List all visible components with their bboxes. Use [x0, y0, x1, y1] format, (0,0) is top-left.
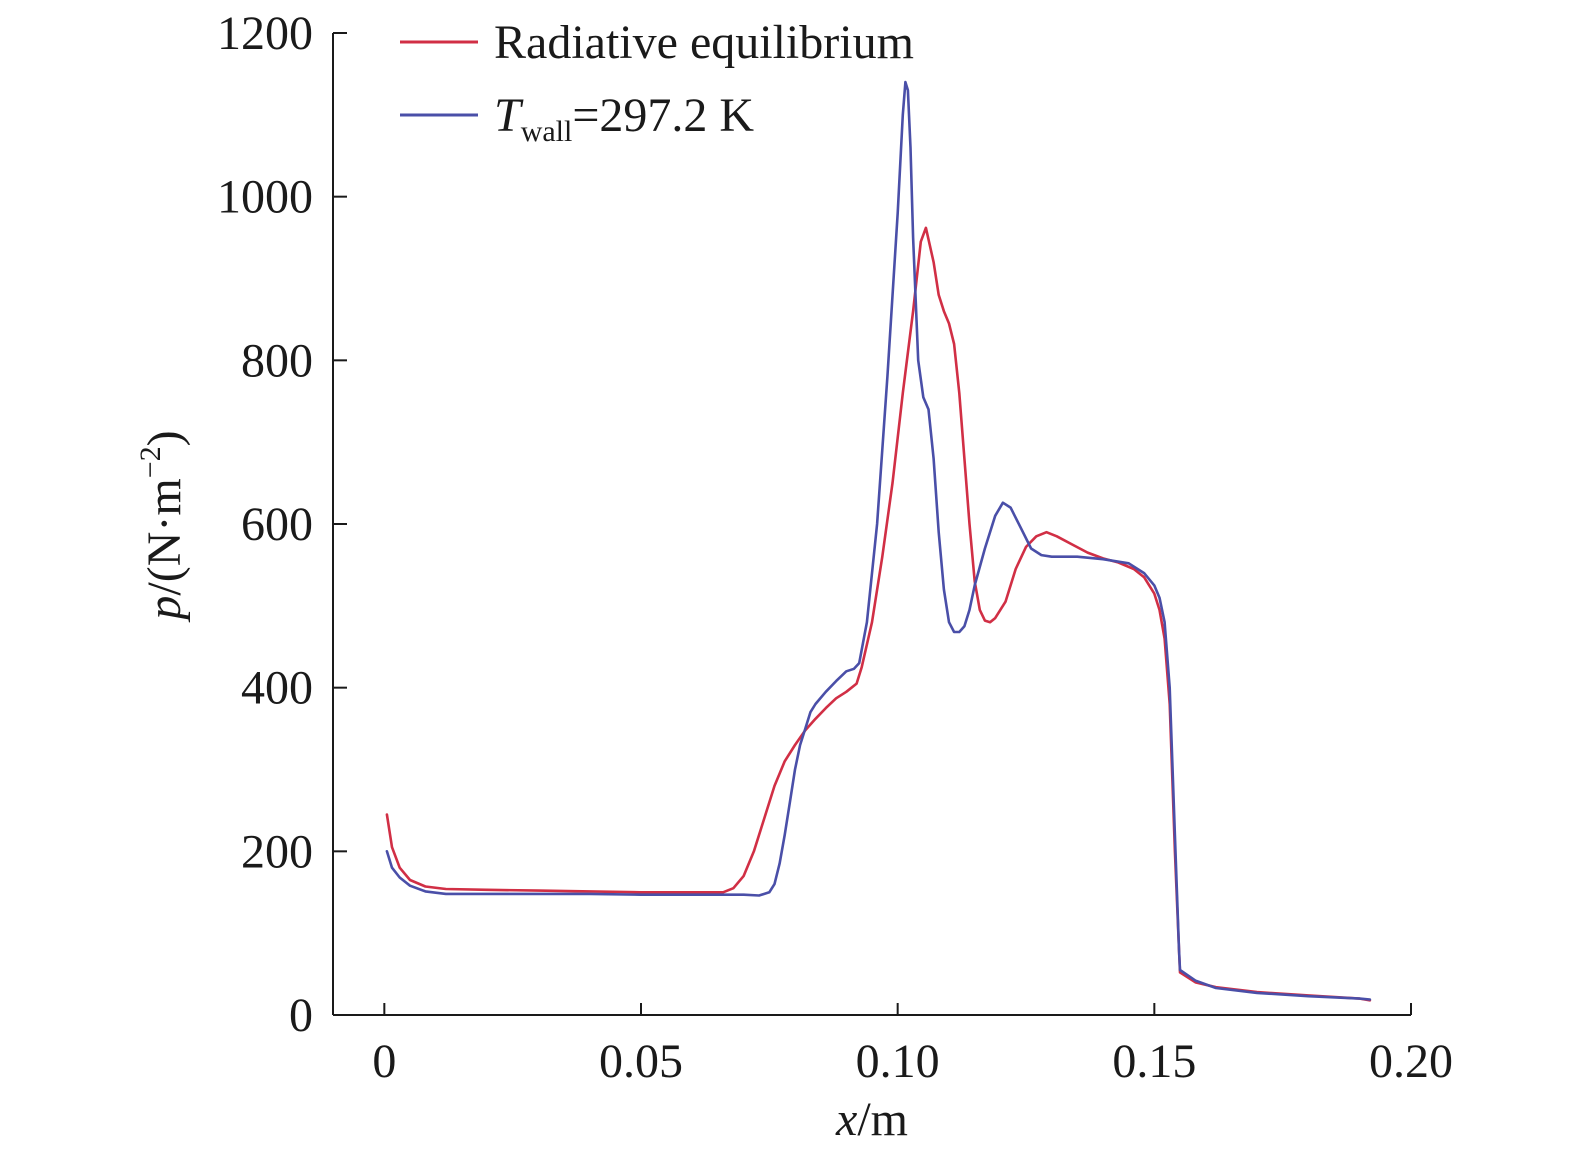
- legend: Radiative equilibrium Twall=297.2 K: [400, 16, 914, 148]
- y-tick-label: 1200: [217, 7, 313, 60]
- y-tick-label: 800: [241, 334, 313, 387]
- series-lines: [385, 80, 1372, 1002]
- legend-label-radiative: Radiative equilibrium: [494, 16, 914, 69]
- ticks: 0 0.05 0.10 0.15 0.20 0 200 400 600 800 1000 1200: [217, 7, 1453, 1088]
- series-line-radiative-equilibrium: [385, 226, 1372, 1002]
- x-tick-label: 0.05: [599, 1035, 683, 1088]
- y-tick-label: 0: [289, 989, 313, 1042]
- x-tick-label: 0.15: [1112, 1035, 1196, 1088]
- y-tick-label: 400: [241, 662, 313, 715]
- x-tick-label: 0: [372, 1035, 396, 1088]
- y-axis-label: p/(N·m−2): [134, 430, 191, 622]
- y-tick-label: 1000: [217, 171, 313, 224]
- x-tick-label: 0.10: [856, 1035, 940, 1088]
- x-tick-label: 0.20: [1369, 1035, 1453, 1088]
- y-tick-label: 200: [241, 825, 313, 878]
- axes: [332, 33, 1411, 1016]
- series-line-twall: [385, 80, 1372, 1001]
- x-axis-label: x/m: [835, 1093, 908, 1146]
- legend-label-twall: Twall=297.2 K: [494, 89, 754, 148]
- y-tick-label: 600: [241, 498, 313, 551]
